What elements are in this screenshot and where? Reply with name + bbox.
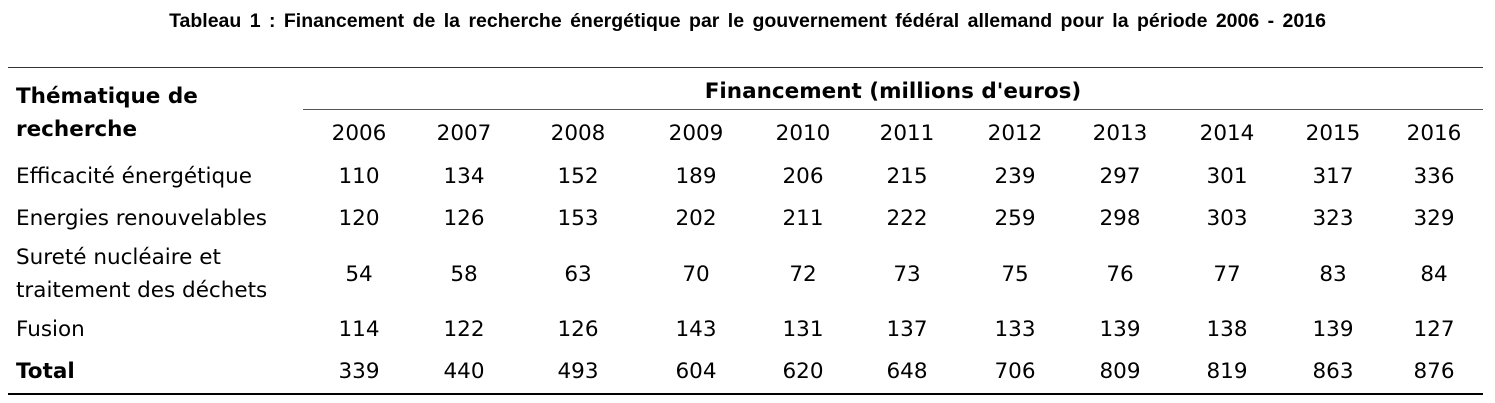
table-cell: 620	[782, 359, 824, 384]
bottom-rule	[8, 393, 1483, 395]
table-cell: 819	[1206, 359, 1248, 384]
theme-column-header: Thématique de recherche	[16, 80, 198, 146]
table-cell: 239	[994, 164, 1036, 189]
year-header-2014: 2014	[1199, 121, 1255, 146]
table-cell: 211	[782, 206, 824, 231]
table-cell: 139	[1312, 317, 1354, 342]
table-cell: 138	[1206, 317, 1248, 342]
table-cell: 206	[782, 164, 824, 189]
table-cell: 259	[994, 206, 1036, 231]
year-header-2012: 2012	[987, 121, 1043, 146]
table-cell: 493	[557, 359, 599, 384]
table-cell: 222	[886, 206, 928, 231]
table-cell: 133	[994, 317, 1036, 342]
table-title: Tableau 1 : Financement de la recherche …	[169, 10, 1326, 32]
year-header-2011: 2011	[879, 121, 935, 146]
table-cell: 440	[443, 359, 485, 384]
table-cell: 706	[994, 359, 1036, 384]
year-header-2013: 2013	[1092, 121, 1148, 146]
year-header-2008: 2008	[550, 121, 606, 146]
table-cell: 604	[675, 359, 717, 384]
financement-rule	[303, 109, 1483, 110]
table-cell: 72	[789, 262, 817, 287]
theme-header-line-2: recherche	[16, 117, 138, 142]
table-cell: 75	[1001, 262, 1029, 287]
table-cell: 863	[1312, 359, 1354, 384]
row-label: traitement des déchets	[16, 278, 268, 303]
table-cell: 139	[1099, 317, 1141, 342]
table-cell: 648	[886, 359, 928, 384]
top-rule	[8, 67, 1483, 68]
row-label: Sureté nucléaire et	[16, 245, 221, 270]
year-header-2015: 2015	[1305, 121, 1361, 146]
year-header-2007: 2007	[436, 121, 492, 146]
table-cell: 339	[338, 359, 380, 384]
table-cell: 303	[1206, 206, 1248, 231]
row-label: Efficacité énergétique	[16, 164, 252, 189]
table-cell: 114	[338, 317, 380, 342]
table-cell: 77	[1213, 262, 1241, 287]
row-label: Fusion	[16, 317, 85, 342]
table-cell: 323	[1312, 206, 1354, 231]
table-cell: 83	[1319, 262, 1347, 287]
table-cell: 189	[675, 164, 717, 189]
table-cell: 317	[1312, 164, 1354, 189]
row-label: Energies renouvelables	[16, 206, 267, 231]
table-cell: 329	[1413, 206, 1455, 231]
table-cell: 73	[893, 262, 921, 287]
table-cell: 152	[557, 164, 599, 189]
table-cell: 298	[1099, 206, 1141, 231]
table-cell: 126	[443, 206, 485, 231]
table-cell: 301	[1206, 164, 1248, 189]
table-cell: 122	[443, 317, 485, 342]
table-cell: 70	[682, 262, 710, 287]
table-cell: 137	[886, 317, 928, 342]
year-header-2006: 2006	[331, 121, 387, 146]
table-cell: 58	[450, 262, 478, 287]
table-cell: 127	[1413, 317, 1455, 342]
table-cell: 336	[1413, 164, 1455, 189]
table-cell: 202	[675, 206, 717, 231]
table-cell: 215	[886, 164, 928, 189]
table-cell: 143	[675, 317, 717, 342]
theme-header-line-1: Thématique de	[16, 84, 198, 109]
table-cell: 153	[557, 206, 599, 231]
table-cell: 809	[1099, 359, 1141, 384]
row-label: Total	[16, 359, 75, 384]
year-header-2016: 2016	[1406, 121, 1462, 146]
year-header-2010: 2010	[775, 121, 831, 146]
table-cell: 76	[1106, 262, 1134, 287]
table-cell: 63	[564, 262, 592, 287]
table-cell: 126	[557, 317, 599, 342]
year-header-2009: 2009	[668, 121, 724, 146]
table-cell: 54	[345, 262, 373, 287]
table-cell: 131	[782, 317, 824, 342]
table-cell: 134	[443, 164, 485, 189]
table-cell: 876	[1413, 359, 1455, 384]
table-cell: 120	[338, 206, 380, 231]
table-cell: 110	[338, 164, 380, 189]
financement-header: Financement (millions d'euros)	[704, 79, 1082, 104]
table-cell: 84	[1420, 262, 1448, 287]
table-cell: 297	[1099, 164, 1141, 189]
